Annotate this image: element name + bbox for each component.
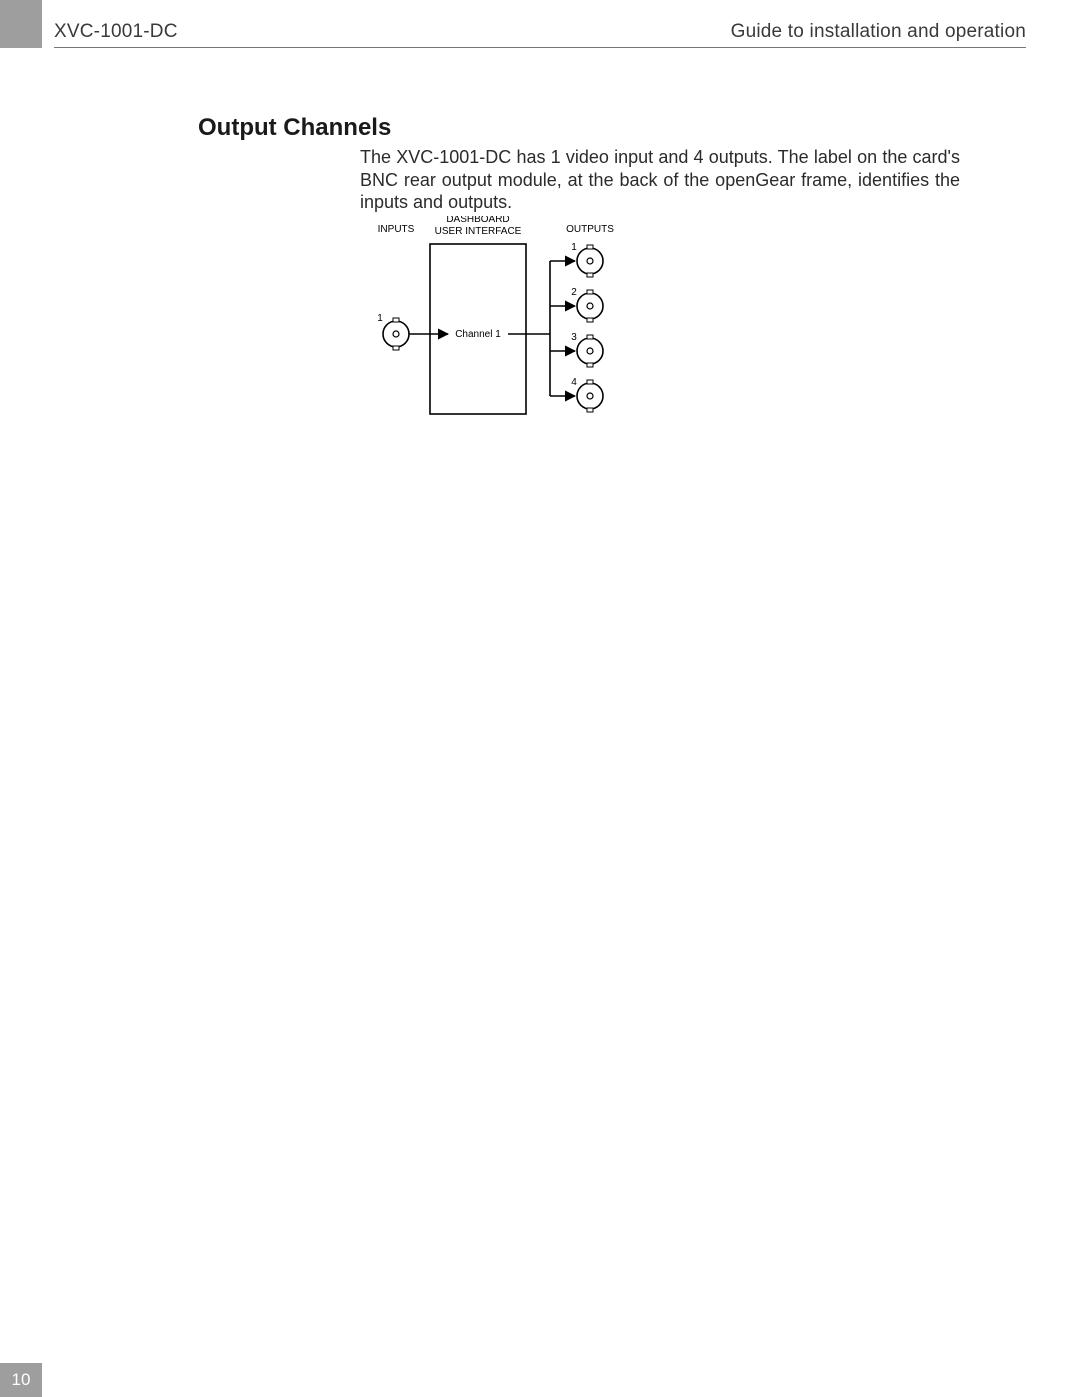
inputs-header-text: INPUTS bbox=[378, 224, 415, 235]
guide-title: Guide to installation and operation bbox=[731, 21, 1026, 43]
output-bnc-icon bbox=[577, 380, 603, 412]
output-number-2: 2 bbox=[571, 287, 577, 298]
outputs-header-text: OUTPUTS bbox=[566, 224, 614, 235]
output-number-4: 4 bbox=[571, 377, 577, 388]
page-number: 10 bbox=[0, 1363, 42, 1397]
input-number-1: 1 bbox=[377, 313, 383, 324]
product-code: XVC-1001-DC bbox=[54, 21, 178, 43]
output-bnc-icon bbox=[577, 290, 603, 322]
section-heading: Output Channels bbox=[198, 114, 391, 142]
page-header: XVC-1001-DC Guide to installation and op… bbox=[54, 18, 1026, 48]
dashboard-line2: USER INTERFACE bbox=[435, 226, 522, 237]
dashboard-line1: DASHBOARD bbox=[446, 216, 509, 225]
channel-label: Channel 1 bbox=[455, 329, 501, 340]
input-bnc-icon bbox=[383, 318, 409, 350]
output-3: 3 bbox=[550, 332, 603, 367]
output-2: 2 bbox=[550, 287, 603, 322]
output-number-1: 1 bbox=[571, 242, 577, 253]
io-diagram: INPUTS DASHBOARD USER INTERFACE OUTPUTS … bbox=[360, 216, 640, 436]
output-number-3: 3 bbox=[571, 332, 577, 343]
page-number-text: 10 bbox=[12, 1370, 31, 1390]
output-bnc-icon bbox=[577, 335, 603, 367]
output-bnc-icon bbox=[577, 245, 603, 277]
section-paragraph: The XVC-1001-DC has 1 video input and 4 … bbox=[360, 146, 960, 214]
corner-tab bbox=[0, 0, 42, 48]
output-1: 1 bbox=[550, 242, 603, 277]
output-4: 4 bbox=[550, 377, 603, 412]
